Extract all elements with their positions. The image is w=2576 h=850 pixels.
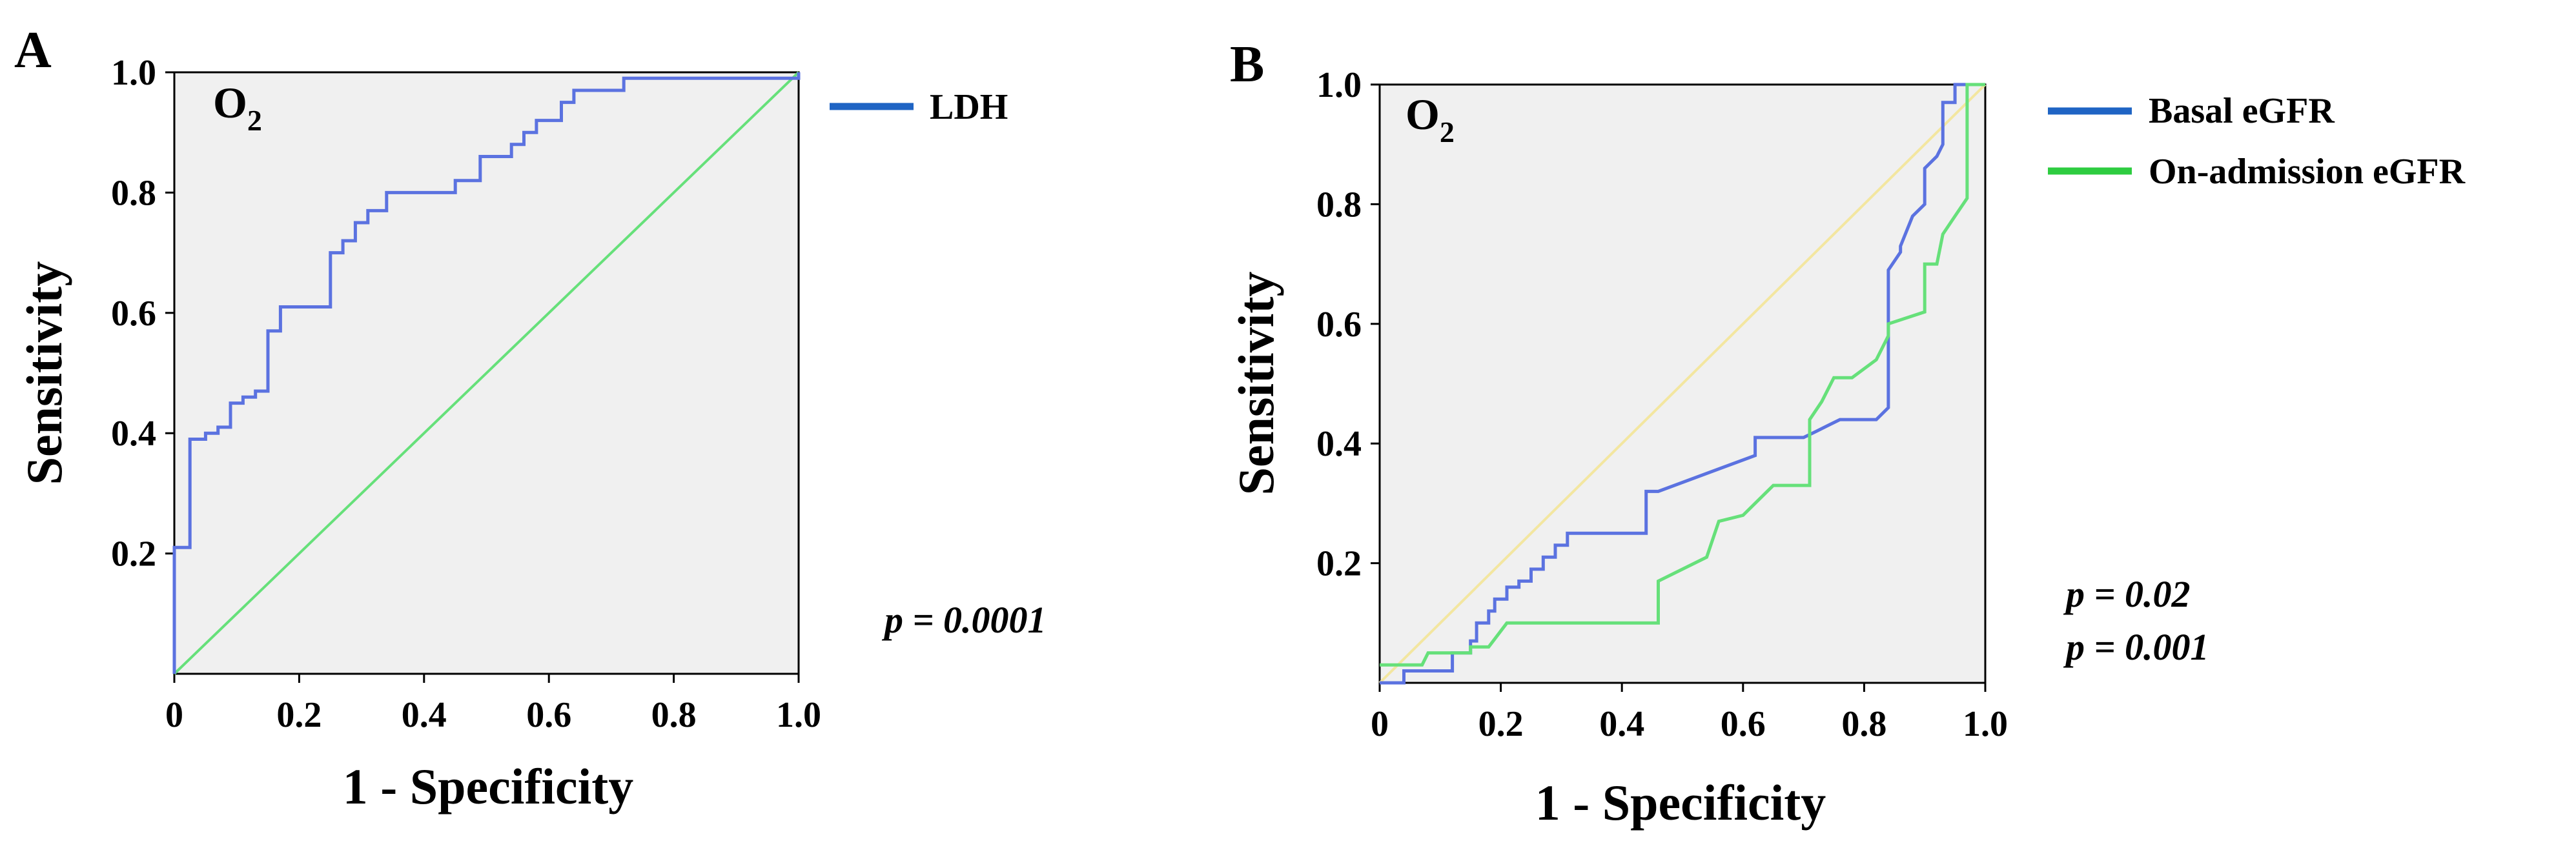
panel-a-y-ticks: 0.2 0.4 0.6 0.8 1.0 [111, 53, 174, 574]
panel-b-x-tick-label-1-0: 1.0 [1963, 704, 2008, 744]
panel-a-y-tick-label-0-2: 0.2 [111, 534, 156, 574]
panel-b-series-basal-egfr [1380, 83, 1985, 685]
panel-a-y-tick-label-0-6: 0.6 [111, 294, 156, 334]
panel-a-x-tick-label-1-0: 1.0 [776, 695, 821, 735]
panel-b-p-value-basal: p = 0.02 [2063, 573, 2191, 615]
panel-a-y-tick-label-0-8: 0.8 [111, 173, 156, 213]
legend-label-ldh: LDH [930, 87, 1008, 127]
panel-b-x-tick-label-0-6: 0.6 [1721, 704, 1766, 744]
panel-a-y-tick-label-1-0: 1.0 [111, 53, 156, 93]
panel-a-p-value: p = 0.0001 [881, 599, 1047, 641]
panel-a-series-reference [173, 71, 800, 675]
panel-b-y-tick-label-0-8: 0.8 [1316, 185, 1362, 225]
panel-b-y-tick-label-0-4: 0.4 [1316, 424, 1362, 464]
panel-b-x-axis-title: 1 - Specificity [1535, 774, 1826, 831]
panel-a-x-tick-label-0-6: 0.6 [526, 695, 571, 735]
panel-b-y-tick-label-0-6: 0.6 [1316, 305, 1362, 345]
panel-a-x-tick-label-0: 0 [165, 695, 183, 735]
panel-a-x-tick-label-0-2: 0.2 [276, 695, 322, 735]
panel-b-o2-label: O2 [1406, 90, 1455, 148]
panel-a-series-ldh [172, 72, 801, 674]
panel-b-y-ticks: 0.2 0.4 0.6 0.8 1.0 [1316, 65, 1380, 584]
panel-a-y-axis-title: Sensitivity [16, 261, 72, 485]
panel-b-series [1378, 83, 1987, 685]
legend-label-basal-egfr: Basal eGFR [2149, 91, 2335, 131]
legend-label-on-admission-egfr: On-admission eGFR [2149, 152, 2466, 192]
panel-b-x-tick-label-0: 0 [1371, 704, 1389, 744]
panel-a-y-tick-label-0-4: 0.4 [111, 414, 156, 454]
panel-b-x-tick-label-0-2: 0.2 [1478, 704, 1524, 744]
panel-b-legend: Basal eGFR On-admission eGFR [2048, 91, 2466, 192]
panel-b-y-tick-label-1-0: 1.0 [1316, 65, 1362, 105]
panel-b-x-ticks: 0 0.2 0.4 0.6 0.8 1.0 [1371, 683, 2008, 744]
panel-a-x-tick-label-0-8: 0.8 [651, 695, 697, 735]
panel-b-y-axis-title: Sensitivity [1228, 272, 1284, 496]
panel-a-x-tick-label-0-4: 0.4 [402, 695, 447, 735]
panel-b-y-tick-label-0-2: 0.2 [1316, 544, 1362, 584]
panel-b: B O2 0 0.2 0.4 0.6 0.8 1.0 0.2 0.4 0.6 0.8 1.0 1 … [1228, 36, 2466, 831]
panel-b-x-tick-label-0-4: 0.4 [1599, 704, 1644, 744]
panel-a-x-axis-title: 1 - Specificity [343, 758, 634, 815]
panel-b-series-reference [1378, 83, 1987, 684]
panel-a-series [172, 71, 801, 675]
panel-b-x-tick-label-0-8: 0.8 [1841, 704, 1886, 744]
panel-a-legend: LDH [830, 87, 1008, 127]
panel-b-series-on-admission-egfr [1380, 83, 1985, 667]
panel-a-x-ticks: 0 0.2 0.4 0.6 0.8 1.0 [165, 674, 821, 735]
panel-a-o2-label: O2 [213, 78, 262, 137]
panel-b-p-value-on-admission: p = 0.001 [2063, 626, 2209, 668]
panel-b-letter: B [1230, 36, 1264, 93]
panel-a-letter: A [14, 22, 52, 79]
panel-a: A O2 0 0.2 0.4 0.6 0.8 1.0 0.2 0.4 0.6 0.8 1.0 1 … [14, 22, 1047, 815]
